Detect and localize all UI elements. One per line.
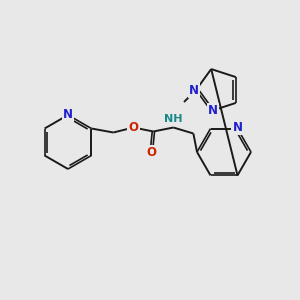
Text: NH: NH xyxy=(164,115,183,124)
Text: N: N xyxy=(63,109,73,122)
Text: N: N xyxy=(208,104,218,117)
Text: O: O xyxy=(128,121,138,134)
Text: N: N xyxy=(189,83,199,97)
Text: N: N xyxy=(232,121,242,134)
Text: O: O xyxy=(146,146,156,159)
